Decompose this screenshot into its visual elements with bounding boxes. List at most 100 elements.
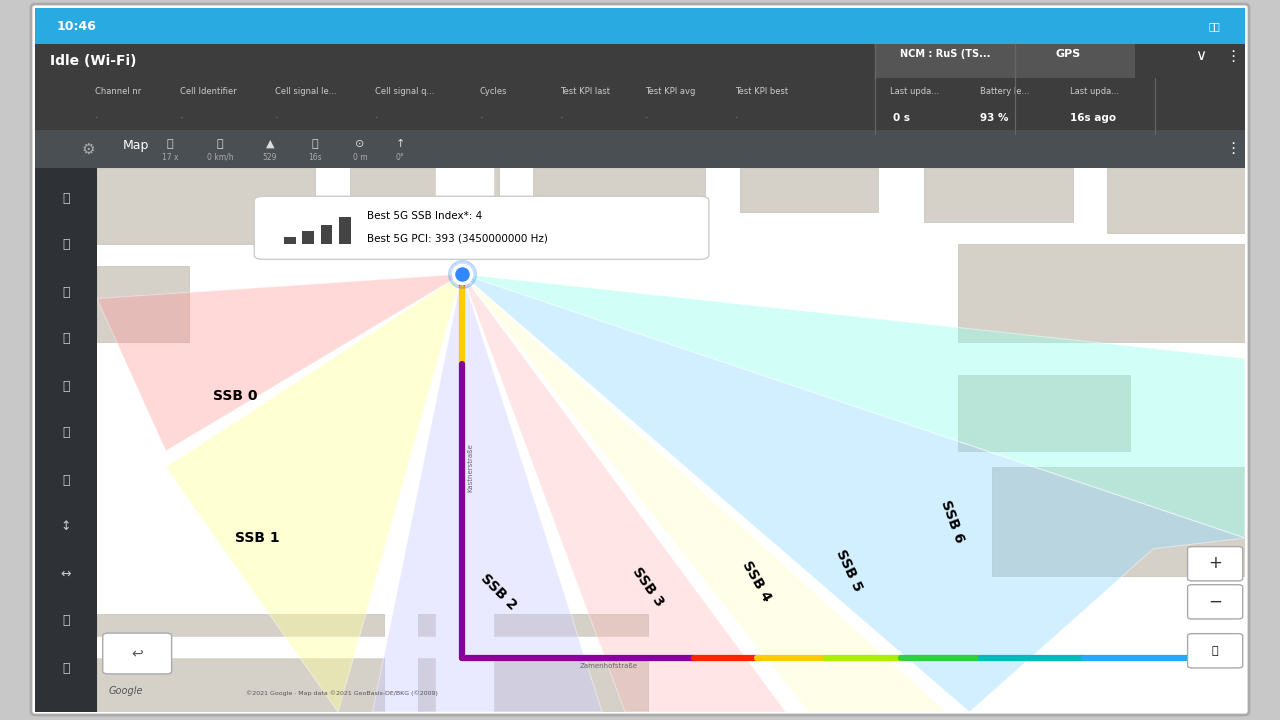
- Bar: [284, 237, 296, 244]
- Text: 〰: 〰: [63, 238, 69, 251]
- Text: 📊: 📊: [63, 426, 69, 439]
- Text: 📡: 📡: [63, 286, 69, 299]
- Text: SSB 3: SSB 3: [630, 564, 667, 609]
- Text: Test KPI best: Test KPI best: [735, 88, 788, 96]
- Text: 📶: 📶: [458, 233, 466, 246]
- Polygon shape: [462, 274, 946, 712]
- Text: Test KPI avg: Test KPI avg: [645, 88, 695, 96]
- Text: ⊙: ⊙: [356, 139, 365, 149]
- Text: ·: ·: [480, 113, 484, 123]
- Bar: [992, 467, 1245, 576]
- Text: 📻: 📻: [63, 662, 69, 675]
- Text: ·: ·: [561, 113, 563, 123]
- Text: ⋮: ⋮: [1225, 48, 1240, 63]
- Bar: [349, 168, 499, 212]
- Bar: [35, 44, 1245, 78]
- Bar: [35, 78, 1245, 106]
- Bar: [876, 44, 1015, 78]
- Text: GPS: GPS: [1055, 49, 1080, 59]
- Text: 0 s: 0 s: [893, 113, 910, 123]
- Text: ⋮: ⋮: [1225, 142, 1240, 156]
- Text: 17 x: 17 x: [161, 153, 178, 161]
- FancyBboxPatch shape: [1188, 634, 1243, 668]
- Bar: [321, 225, 333, 244]
- Text: 0°: 0°: [396, 153, 404, 161]
- Bar: [957, 244, 1245, 342]
- Bar: [97, 614, 384, 712]
- Bar: [1107, 168, 1245, 233]
- Bar: [534, 168, 705, 222]
- Text: ∨: ∨: [1196, 48, 1206, 63]
- Text: Test KPI last: Test KPI last: [561, 88, 611, 96]
- Text: Last upda...: Last upda...: [1070, 88, 1119, 96]
- Text: 93 %: 93 %: [980, 113, 1009, 123]
- Text: 🚶: 🚶: [216, 139, 223, 149]
- Text: SSB 6: SSB 6: [938, 498, 966, 545]
- Polygon shape: [462, 274, 1245, 538]
- Text: ↔: ↔: [60, 567, 72, 580]
- FancyBboxPatch shape: [1188, 546, 1243, 581]
- Text: SSB 2: SSB 2: [477, 572, 520, 613]
- Polygon shape: [462, 274, 1245, 712]
- Text: ⚙: ⚙: [81, 142, 95, 156]
- Text: 📊: 📊: [63, 474, 69, 487]
- Text: ↩: ↩: [132, 647, 143, 661]
- Bar: [302, 230, 314, 244]
- Polygon shape: [462, 274, 786, 712]
- Text: 529: 529: [262, 153, 278, 161]
- Text: Cell signal q...: Cell signal q...: [375, 88, 434, 96]
- Text: ©2021 Google · Map data ©2021 GeoBasis-DE/BKG (©2009): ©2021 Google · Map data ©2021 GeoBasis-D…: [246, 690, 438, 696]
- Bar: [740, 168, 878, 212]
- Text: 🔋📶: 🔋📶: [1208, 21, 1220, 31]
- Text: 16s: 16s: [308, 153, 321, 161]
- Text: ·: ·: [375, 113, 379, 123]
- Text: 0 km/h: 0 km/h: [206, 153, 233, 161]
- Bar: [35, 130, 1245, 168]
- Text: ·: ·: [735, 113, 739, 123]
- Bar: [957, 374, 1130, 451]
- Text: Kastnerstraße: Kastnerstraße: [467, 443, 474, 492]
- Bar: [419, 614, 648, 712]
- Text: Zamenhofstraße: Zamenhofstraße: [579, 662, 637, 669]
- Text: 🖥: 🖥: [63, 333, 69, 346]
- FancyBboxPatch shape: [255, 197, 709, 259]
- Bar: [1015, 44, 1135, 78]
- Bar: [97, 168, 315, 244]
- Text: SSB 0: SSB 0: [212, 390, 257, 403]
- Text: 16s ago: 16s ago: [1070, 113, 1116, 123]
- Text: SSB 4: SSB 4: [740, 559, 774, 604]
- Text: 10:46: 10:46: [58, 19, 97, 32]
- Text: 0 m: 0 m: [353, 153, 367, 161]
- Bar: [35, 168, 97, 712]
- Polygon shape: [372, 274, 602, 712]
- Text: ·: ·: [180, 113, 183, 123]
- Text: 🔄: 🔄: [312, 139, 319, 149]
- Text: 📡: 📡: [63, 379, 69, 392]
- Text: Last upda...: Last upda...: [890, 88, 940, 96]
- Text: ↕: ↕: [60, 521, 72, 534]
- Text: −: −: [1208, 593, 1222, 611]
- Polygon shape: [166, 274, 462, 712]
- Text: 📱: 📱: [63, 614, 69, 628]
- Text: 📍: 📍: [1212, 646, 1219, 655]
- Text: 📍: 📍: [63, 192, 69, 204]
- Text: ·: ·: [275, 113, 279, 123]
- Text: Cell signal le...: Cell signal le...: [275, 88, 337, 96]
- Bar: [97, 266, 189, 342]
- Text: ·: ·: [645, 113, 649, 123]
- Text: Cell Identifier: Cell Identifier: [180, 88, 237, 96]
- Text: ·: ·: [95, 113, 99, 123]
- Text: Map: Map: [123, 138, 150, 151]
- FancyBboxPatch shape: [1188, 585, 1243, 619]
- Text: ↑: ↑: [396, 139, 404, 149]
- Text: ▲: ▲: [266, 139, 274, 149]
- Text: Battery le...: Battery le...: [980, 88, 1029, 96]
- Text: SSB 1: SSB 1: [236, 531, 280, 545]
- Text: Google: Google: [109, 685, 143, 696]
- Bar: [35, 106, 1245, 130]
- Text: Idle (Wi-Fi): Idle (Wi-Fi): [50, 54, 137, 68]
- Text: 📍: 📍: [166, 139, 173, 149]
- Text: Best 5G PCI: 393 (3450000000 Hz): Best 5G PCI: 393 (3450000000 Hz): [367, 234, 548, 243]
- Bar: [35, 8, 1245, 44]
- Text: Best 5G SSB Index*: 4: Best 5G SSB Index*: 4: [367, 211, 483, 221]
